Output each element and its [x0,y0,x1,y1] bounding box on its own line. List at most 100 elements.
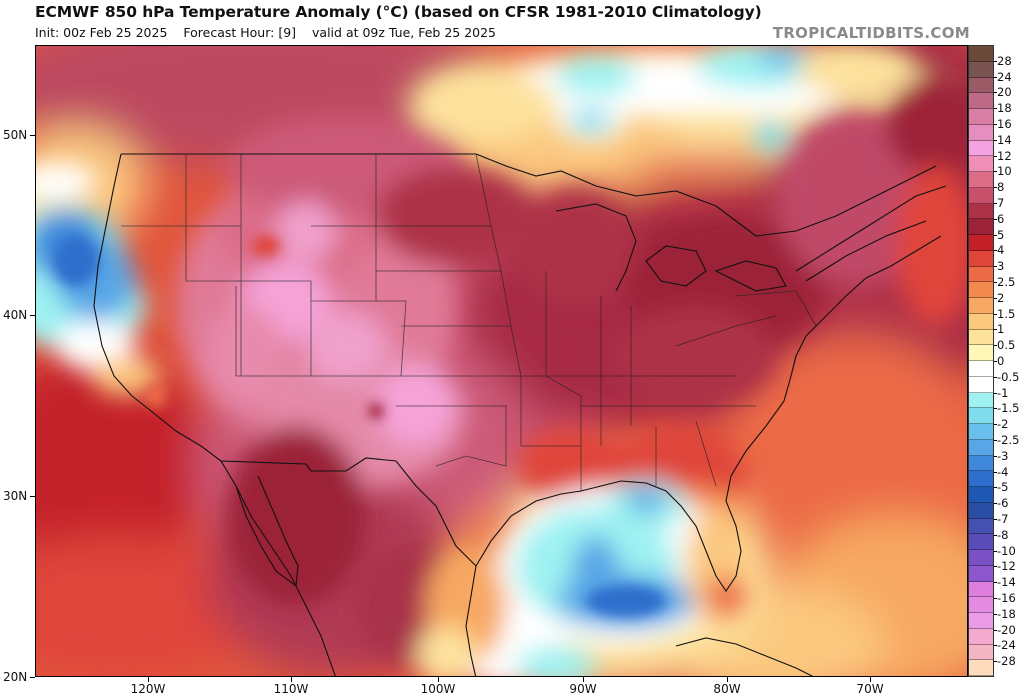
anomaly-map [35,45,968,677]
colorbar-bin [969,644,993,661]
lat-tick [30,496,35,497]
colorbar-label: -3 [997,448,1009,463]
colorbar-label: -2 [997,417,1009,432]
colorbar-tick [994,361,997,362]
colorbar-bin [969,282,993,298]
colorbar-tick [994,313,997,315]
colorbar-bin [969,471,993,487]
colorbar-bin [969,408,993,424]
lon-tick [727,677,728,682]
lon-tick [438,677,439,682]
colorbar-tick [994,250,997,252]
colorbar-bin [969,156,993,172]
colorbar-label: -10 [997,543,1016,558]
colorbar-label: 10 [997,164,1012,179]
colorbar-label: -1.5 [997,401,1020,416]
colorbar-tick [994,629,997,631]
colorbar-bin [969,93,993,109]
colorbar-tick [994,203,997,204]
colorbar-tick [994,266,997,268]
colorbar-tick [994,297,997,299]
colorbar-label: 20 [997,85,1012,100]
anomaly-field [36,46,967,676]
lon-label-70w: 70W [856,682,884,696]
colorbar-label: 2.5 [997,275,1016,289]
boundaries [93,153,947,676]
colorbar-tick [994,613,997,615]
colorbar-tick [994,171,997,173]
colorbar-label: -12 [997,559,1016,574]
colorbar-bin [969,502,993,519]
lat-tick [30,135,35,136]
lat-label-30n: 30N [3,489,28,503]
colorbar-bin [969,250,993,267]
colorbar-bin [969,235,993,251]
colorbar-bin [969,550,993,566]
lon-tick [148,677,149,682]
colorbar-bin [969,109,993,125]
lat-label-40n: 40N [3,308,28,322]
colorbar-label: 0.5 [997,338,1016,353]
colorbar-bin [969,424,993,440]
colorbar-tick [994,503,997,505]
colorbar-tick [994,487,997,489]
lat-label-50n: 50N [3,128,28,142]
colorbar-tick [994,534,997,536]
colorbar-tick [994,455,997,457]
colorbar-tick [994,392,997,394]
colorbar-tick [994,471,997,473]
lon-label-90w: 90W [569,682,597,696]
colorbar-label: 8 [997,180,1005,195]
colorbar-label: 6 [997,211,1005,226]
colorbar-tick [994,345,997,347]
colorbar-tick [994,376,997,378]
colorbar-bin [969,46,993,62]
colorbar-tick [994,60,997,62]
brand-watermark: TROPICALTIDBITS.COM [772,24,970,42]
colorbar-label: 1.5 [997,306,1016,321]
colorbar-bin [969,329,993,346]
colorbar-label: -2.5 [997,433,1020,447]
chart-subtitle: Init: 00z Feb 25 2025 Forecast Hour: [9]… [35,25,508,40]
colorbar-bin [969,487,993,503]
colorbar-label: -24 [997,638,1016,653]
colorbar-tick [994,92,997,94]
colorbar-tick [994,440,997,441]
colorbar-bin [969,298,993,314]
colorbar-bin [969,660,993,676]
colorbar-bin [969,455,993,472]
colorbar-bin [969,61,993,78]
colorbar-bin [969,392,993,409]
colorbar-bin [969,219,993,235]
colorbar-label: -7 [997,512,1009,526]
colorbar-bin [969,77,993,94]
colorbar-label: 5 [997,227,1005,242]
lon-label-120w: 120W [130,682,166,696]
colorbar-label: -5 [997,480,1009,495]
colorbar-bin [969,439,993,456]
colorbar-label: -0.5 [997,369,1020,384]
lon-label-100w: 100W [420,682,456,696]
lat-tick [30,315,35,316]
colorbar-tick [994,139,997,141]
colorbar-tick [994,645,997,647]
colorbar-label: 28 [997,53,1012,68]
colorbar-label: -20 [997,622,1016,637]
state-lines [121,153,817,491]
colorbar-label: 16 [997,117,1012,131]
colorbar-label: 24 [997,69,1012,84]
colorbar [968,45,994,677]
colorbar-label: 14 [997,132,1012,147]
colorbar-tick [994,566,997,568]
init-time: Init: 00z Feb 25 2025 [35,25,168,40]
colorbar-tick [994,329,997,331]
chart-title: ECMWF 850 hPa Temperature Anomaly (°C) (… [35,3,762,21]
colorbar-label: 18 [997,101,1012,116]
colorbar-tick [994,124,997,125]
colorbar-tick [994,218,997,220]
colorbar-tick [994,155,997,157]
colorbar-bin [969,345,993,361]
colorbar-tick [994,408,997,410]
colorbar-bin [969,565,993,582]
colorbar-bin [969,313,993,330]
